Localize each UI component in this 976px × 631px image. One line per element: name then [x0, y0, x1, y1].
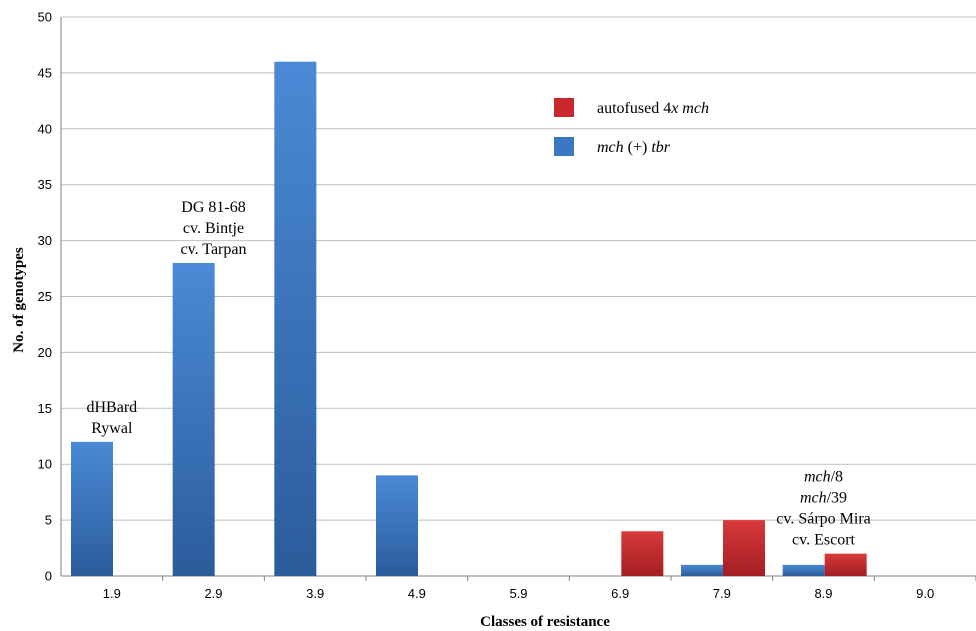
x-tick-label: 1.9 [103, 586, 121, 601]
annotation-line: cv. Tarpan [181, 241, 247, 258]
y-axis-title: No. of genotypes [11, 247, 27, 353]
x-tick-labels: 1.9 2.9 3.9 4.9 5.9 6.9 7.9 8.9 9.0 [103, 586, 934, 601]
x-tick-label: 2.9 [204, 586, 222, 601]
y-tick-labels: 0 5 10 15 20 25 30 35 40 45 50 [38, 10, 52, 584]
annotation-line: dHBard [87, 399, 138, 416]
bar [376, 475, 418, 576]
annotation-line: Rywal [91, 420, 133, 437]
bar [274, 61, 317, 577]
y-tick-label: 50 [38, 10, 52, 25]
bar [723, 520, 765, 576]
bar [172, 262, 215, 576]
x-axis-title: Classes of resistance [480, 614, 610, 630]
y-tick-label: 40 [38, 121, 52, 136]
annotation-line: mch/8 [804, 469, 843, 486]
y-tick-label: 5 [45, 513, 52, 528]
y-tick-label: 30 [38, 233, 52, 248]
y-tick-label: 0 [45, 569, 52, 584]
y-tick-label: 20 [38, 345, 52, 360]
bars [71, 61, 867, 577]
y-tick-label: 15 [38, 401, 52, 416]
y-tick-label: 10 [38, 457, 52, 472]
x-tick-label: 7.9 [713, 586, 731, 601]
annotations: dHBard Rywal DG 81-68 cv. Bintje cv. Tarpan m… [87, 199, 871, 549]
bar [71, 441, 113, 576]
x-tick-label: 9.0 [916, 586, 934, 601]
bar [681, 564, 723, 576]
x-tick-label: 6.9 [611, 586, 629, 601]
annotation-line: cv. Sárpo Mira [776, 511, 871, 528]
legend-label: mch (+) tbr [597, 139, 671, 156]
bar [824, 553, 867, 576]
y-tick-label: 35 [38, 177, 52, 192]
annotation-line: cv. Escort [792, 532, 855, 549]
legend-swatch [554, 137, 574, 156]
x-tick-label: 5.9 [509, 586, 527, 601]
bar [782, 564, 825, 576]
legend: autofused 4x mch mch (+) tbr [554, 98, 709, 156]
annotation-line: cv. Bintje [183, 220, 244, 237]
legend-label: autofused 4x mch [597, 100, 709, 117]
annotation-line: mch/39 [800, 490, 847, 507]
y-tick-label: 25 [38, 289, 52, 304]
x-tick-label: 4.9 [408, 586, 426, 601]
bar [621, 531, 664, 576]
x-tick-label: 3.9 [306, 586, 324, 601]
annotation-line: DG 81-68 [181, 199, 245, 216]
legend-swatch [554, 98, 574, 117]
y-tick-label: 45 [38, 65, 52, 80]
x-tick-label: 8.9 [814, 586, 832, 601]
